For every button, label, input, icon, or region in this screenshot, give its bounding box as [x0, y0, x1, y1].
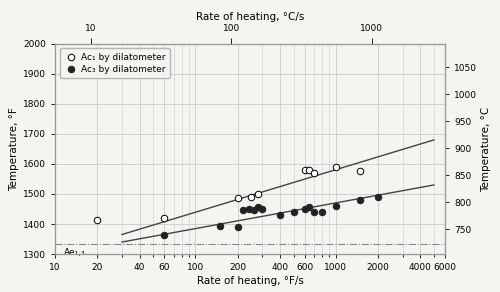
- Ac₃ by dilatometer: [356, 198, 364, 202]
- Ac₁ by dilatometer: [234, 196, 241, 201]
- Ac₁ by dilatometer: [300, 168, 308, 172]
- Ac₁ by dilatometer: [160, 216, 168, 220]
- Ac₁ by dilatometer: [247, 195, 255, 199]
- Ac₃ by dilatometer: [276, 213, 284, 217]
- X-axis label: Rate of heating, °C/s: Rate of heating, °C/s: [196, 12, 304, 22]
- Ac₃ by dilatometer: [216, 223, 224, 228]
- Y-axis label: Temperature, °F: Temperature, °F: [9, 107, 19, 191]
- Ac₁ by dilatometer: [306, 168, 314, 172]
- Ac₃ by dilatometer: [234, 225, 241, 229]
- Ac₁ by dilatometer: [310, 171, 318, 175]
- Ac₃ by dilatometer: [258, 207, 266, 211]
- Ac₁ by dilatometer: [94, 217, 102, 222]
- Ac₃ by dilatometer: [374, 195, 382, 199]
- Ac₃ by dilatometer: [240, 208, 248, 213]
- Ac₃ by dilatometer: [250, 208, 258, 213]
- X-axis label: Rate of heating, °F/s: Rate of heating, °F/s: [196, 276, 304, 286]
- Ac₃ by dilatometer: [300, 207, 308, 211]
- Ac₁ by dilatometer: [356, 169, 364, 174]
- Ac₃ by dilatometer: [310, 210, 318, 214]
- Ac₃ by dilatometer: [306, 205, 314, 210]
- Ac₃ by dilatometer: [245, 207, 253, 211]
- Legend: Ac₁ by dilatometer, Ac₃ by dilatometer: Ac₁ by dilatometer, Ac₃ by dilatometer: [60, 48, 170, 78]
- Y-axis label: Temperature, °C: Temperature, °C: [481, 106, 491, 192]
- Ac₃ by dilatometer: [160, 232, 168, 237]
- Ac₃ by dilatometer: [332, 204, 340, 208]
- Ac₃ by dilatometer: [254, 205, 262, 210]
- Ac₃ by dilatometer: [318, 210, 326, 214]
- Ac₁ by dilatometer: [254, 192, 262, 196]
- Ac₃ by dilatometer: [290, 210, 298, 214]
- Ac₁ by dilatometer: [332, 165, 340, 169]
- Text: Ae₁,₃: Ae₁,₃: [64, 248, 85, 257]
